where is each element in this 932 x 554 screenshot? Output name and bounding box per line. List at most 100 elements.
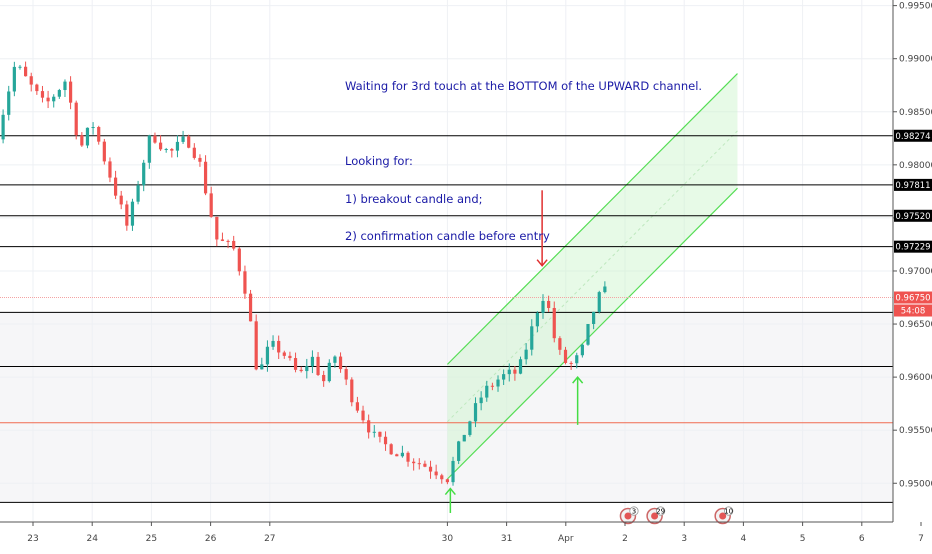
candle-body[interactable] <box>130 201 135 226</box>
candle-body[interactable] <box>254 321 258 370</box>
candle-body[interactable] <box>293 358 298 370</box>
candle-body[interactable] <box>288 355 292 359</box>
candle-body[interactable] <box>530 326 534 350</box>
candle-body[interactable] <box>603 286 607 293</box>
candle-body[interactable] <box>586 323 590 345</box>
candle-body[interactable] <box>445 479 449 483</box>
candle-body[interactable] <box>142 162 146 186</box>
candle-body[interactable] <box>40 91 45 98</box>
candle-body[interactable] <box>102 141 106 162</box>
candle-body[interactable] <box>85 127 90 146</box>
candle-body[interactable] <box>563 349 568 363</box>
candle-body[interactable] <box>97 127 101 142</box>
candle-body[interactable] <box>299 369 303 372</box>
candle-body[interactable] <box>57 90 61 97</box>
candle-body[interactable] <box>305 366 309 372</box>
candle-body[interactable] <box>316 356 320 375</box>
candle-body[interactable] <box>46 97 50 102</box>
candle-body[interactable] <box>451 460 455 483</box>
candle-body[interactable] <box>282 352 286 356</box>
candle-body[interactable] <box>457 441 461 461</box>
candle-body[interactable] <box>372 431 376 433</box>
candle-body[interactable] <box>91 127 95 129</box>
candle-body[interactable] <box>198 157 202 162</box>
candle-body[interactable] <box>243 271 247 294</box>
candle-body[interactable] <box>462 434 466 442</box>
candle-body[interactable] <box>597 292 601 312</box>
candle-body[interactable] <box>310 356 315 367</box>
candle-body[interactable] <box>271 340 275 347</box>
candle-body[interactable] <box>434 471 438 476</box>
candle-body[interactable] <box>29 76 33 85</box>
candle-body[interactable] <box>367 420 371 433</box>
candle-body[interactable] <box>406 452 410 462</box>
candle-body[interactable] <box>412 461 416 464</box>
candle-body[interactable] <box>215 216 219 240</box>
candle-body[interactable] <box>592 311 596 324</box>
candle-body[interactable] <box>158 142 163 150</box>
candle-body[interactable] <box>473 403 478 422</box>
candle-body[interactable] <box>569 362 573 364</box>
candle-body[interactable] <box>52 96 56 102</box>
channel-upper-line[interactable] <box>446 73 738 365</box>
candle-body[interactable] <box>226 240 230 242</box>
candle-body[interactable] <box>580 344 584 356</box>
candle-body[interactable] <box>383 436 388 445</box>
candle-body[interactable] <box>113 177 118 196</box>
candle-body[interactable] <box>119 195 123 205</box>
candle-body[interactable] <box>513 369 517 374</box>
candle-body[interactable] <box>440 475 444 480</box>
candle-body[interactable] <box>170 148 174 151</box>
candle-body[interactable] <box>147 135 151 163</box>
candle-body[interactable] <box>428 466 433 472</box>
candle-body[interactable] <box>322 374 326 382</box>
candle-body[interactable] <box>389 444 393 455</box>
candle-body[interactable] <box>265 346 270 365</box>
candle-body[interactable] <box>552 307 556 339</box>
candle-body[interactable] <box>541 300 545 313</box>
candle-body[interactable] <box>24 66 28 77</box>
candle-body[interactable] <box>524 349 528 360</box>
candle-body[interactable] <box>74 102 78 136</box>
candle-body[interactable] <box>18 66 22 68</box>
candle-body[interactable] <box>468 421 472 435</box>
candle-body[interactable] <box>125 204 129 226</box>
candle-body[interactable] <box>535 312 539 327</box>
candle-body[interactable] <box>344 369 348 380</box>
candle-body[interactable] <box>496 379 500 387</box>
candle-body[interactable] <box>361 410 365 421</box>
candle-body[interactable] <box>485 385 489 398</box>
candle-body[interactable] <box>80 135 84 146</box>
candle-body[interactable] <box>277 340 281 353</box>
candle-body[interactable] <box>237 248 241 272</box>
candle-body[interactable] <box>338 356 343 370</box>
candle-body[interactable] <box>378 431 382 437</box>
channel-lower-line[interactable] <box>446 187 738 480</box>
candle-body[interactable] <box>423 463 427 467</box>
candle-body[interactable] <box>1 114 5 140</box>
candle-body[interactable] <box>12 66 16 92</box>
candle-body[interactable] <box>417 463 421 465</box>
candle-body[interactable] <box>35 84 39 92</box>
candle-body[interactable] <box>164 148 168 150</box>
candle-body[interactable] <box>333 356 337 363</box>
candle-body[interactable] <box>220 239 225 241</box>
candle-body[interactable] <box>395 454 399 457</box>
candle-body[interactable] <box>400 452 405 457</box>
candle-body[interactable] <box>558 338 562 350</box>
candle-body[interactable] <box>203 161 208 194</box>
candle-body[interactable] <box>479 397 483 404</box>
candle-body[interactable] <box>108 161 112 178</box>
candle-body[interactable] <box>68 81 73 103</box>
candle-body[interactable] <box>490 385 494 387</box>
candle-body[interactable] <box>502 374 506 380</box>
candle-body[interactable] <box>175 141 180 151</box>
candle-body[interactable] <box>248 293 253 322</box>
candle-body[interactable] <box>63 81 67 91</box>
candle-body[interactable] <box>209 193 213 217</box>
candle-body[interactable] <box>153 135 157 143</box>
candle-body[interactable] <box>232 240 236 249</box>
candle-body[interactable] <box>260 364 264 370</box>
